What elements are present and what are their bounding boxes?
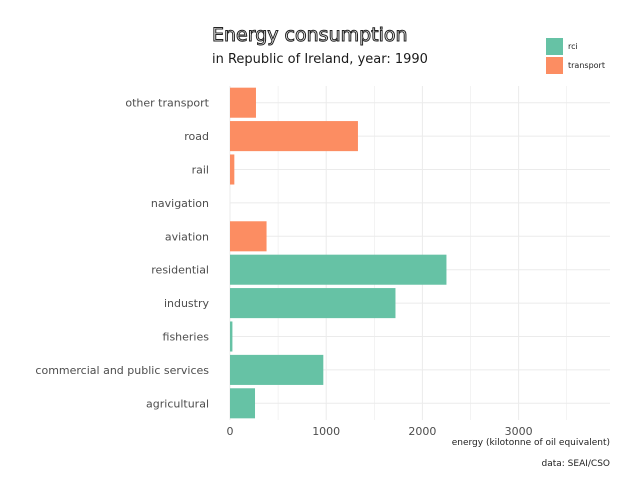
bar-commercial-and-public-services [230, 354, 324, 385]
legend-item-rci: rci [546, 37, 605, 55]
grid-lines [229, 86, 610, 420]
x-tick-label: 1000 [312, 425, 340, 438]
legend-item-transport: transport [546, 56, 605, 74]
category-label: industry [164, 297, 210, 310]
category-label: rail [192, 164, 209, 177]
category-label: other transport [125, 97, 209, 110]
bar-rail [230, 154, 235, 185]
x-tick-label: 3000 [505, 425, 533, 438]
x-axis-label: energy (kilotonne of oil equivalent) [451, 438, 610, 448]
legend: rci transport [546, 37, 605, 75]
x-tick-label: 2000 [408, 425, 436, 438]
x-tick-label: 0 [227, 425, 234, 438]
bar-other-transport [230, 87, 256, 118]
chart-subtitle: in Republic of Ireland, year: 1990 [212, 52, 428, 67]
category-labels: other transport road rail navigation aviatio… [35, 97, 209, 411]
category-label: residential [151, 264, 209, 277]
category-label: commercial and public services [35, 364, 209, 377]
category-label: agricultural [146, 397, 209, 410]
legend-label-transport: transport [568, 60, 605, 70]
bar-fisheries [230, 321, 233, 352]
bar-aviation [230, 221, 267, 252]
data-source-caption: data: SEAI/CSO [541, 459, 611, 469]
category-label: navigation [151, 197, 209, 210]
category-label: aviation [165, 230, 209, 243]
bar-road [230, 121, 358, 152]
legend-swatch-transport [546, 56, 563, 74]
category-label: fisheries [163, 331, 210, 344]
chart-title: Energy consumption [212, 24, 409, 47]
bar-residential [230, 254, 447, 285]
bar-industry [230, 288, 396, 319]
bars [230, 87, 447, 419]
category-label: road [184, 130, 209, 143]
legend-label-rci: rci [568, 41, 578, 51]
legend-swatch-rci [546, 37, 563, 55]
bar-agricultural [230, 388, 256, 419]
x-axis-ticks: 0 1000 2000 3000 [227, 425, 533, 438]
